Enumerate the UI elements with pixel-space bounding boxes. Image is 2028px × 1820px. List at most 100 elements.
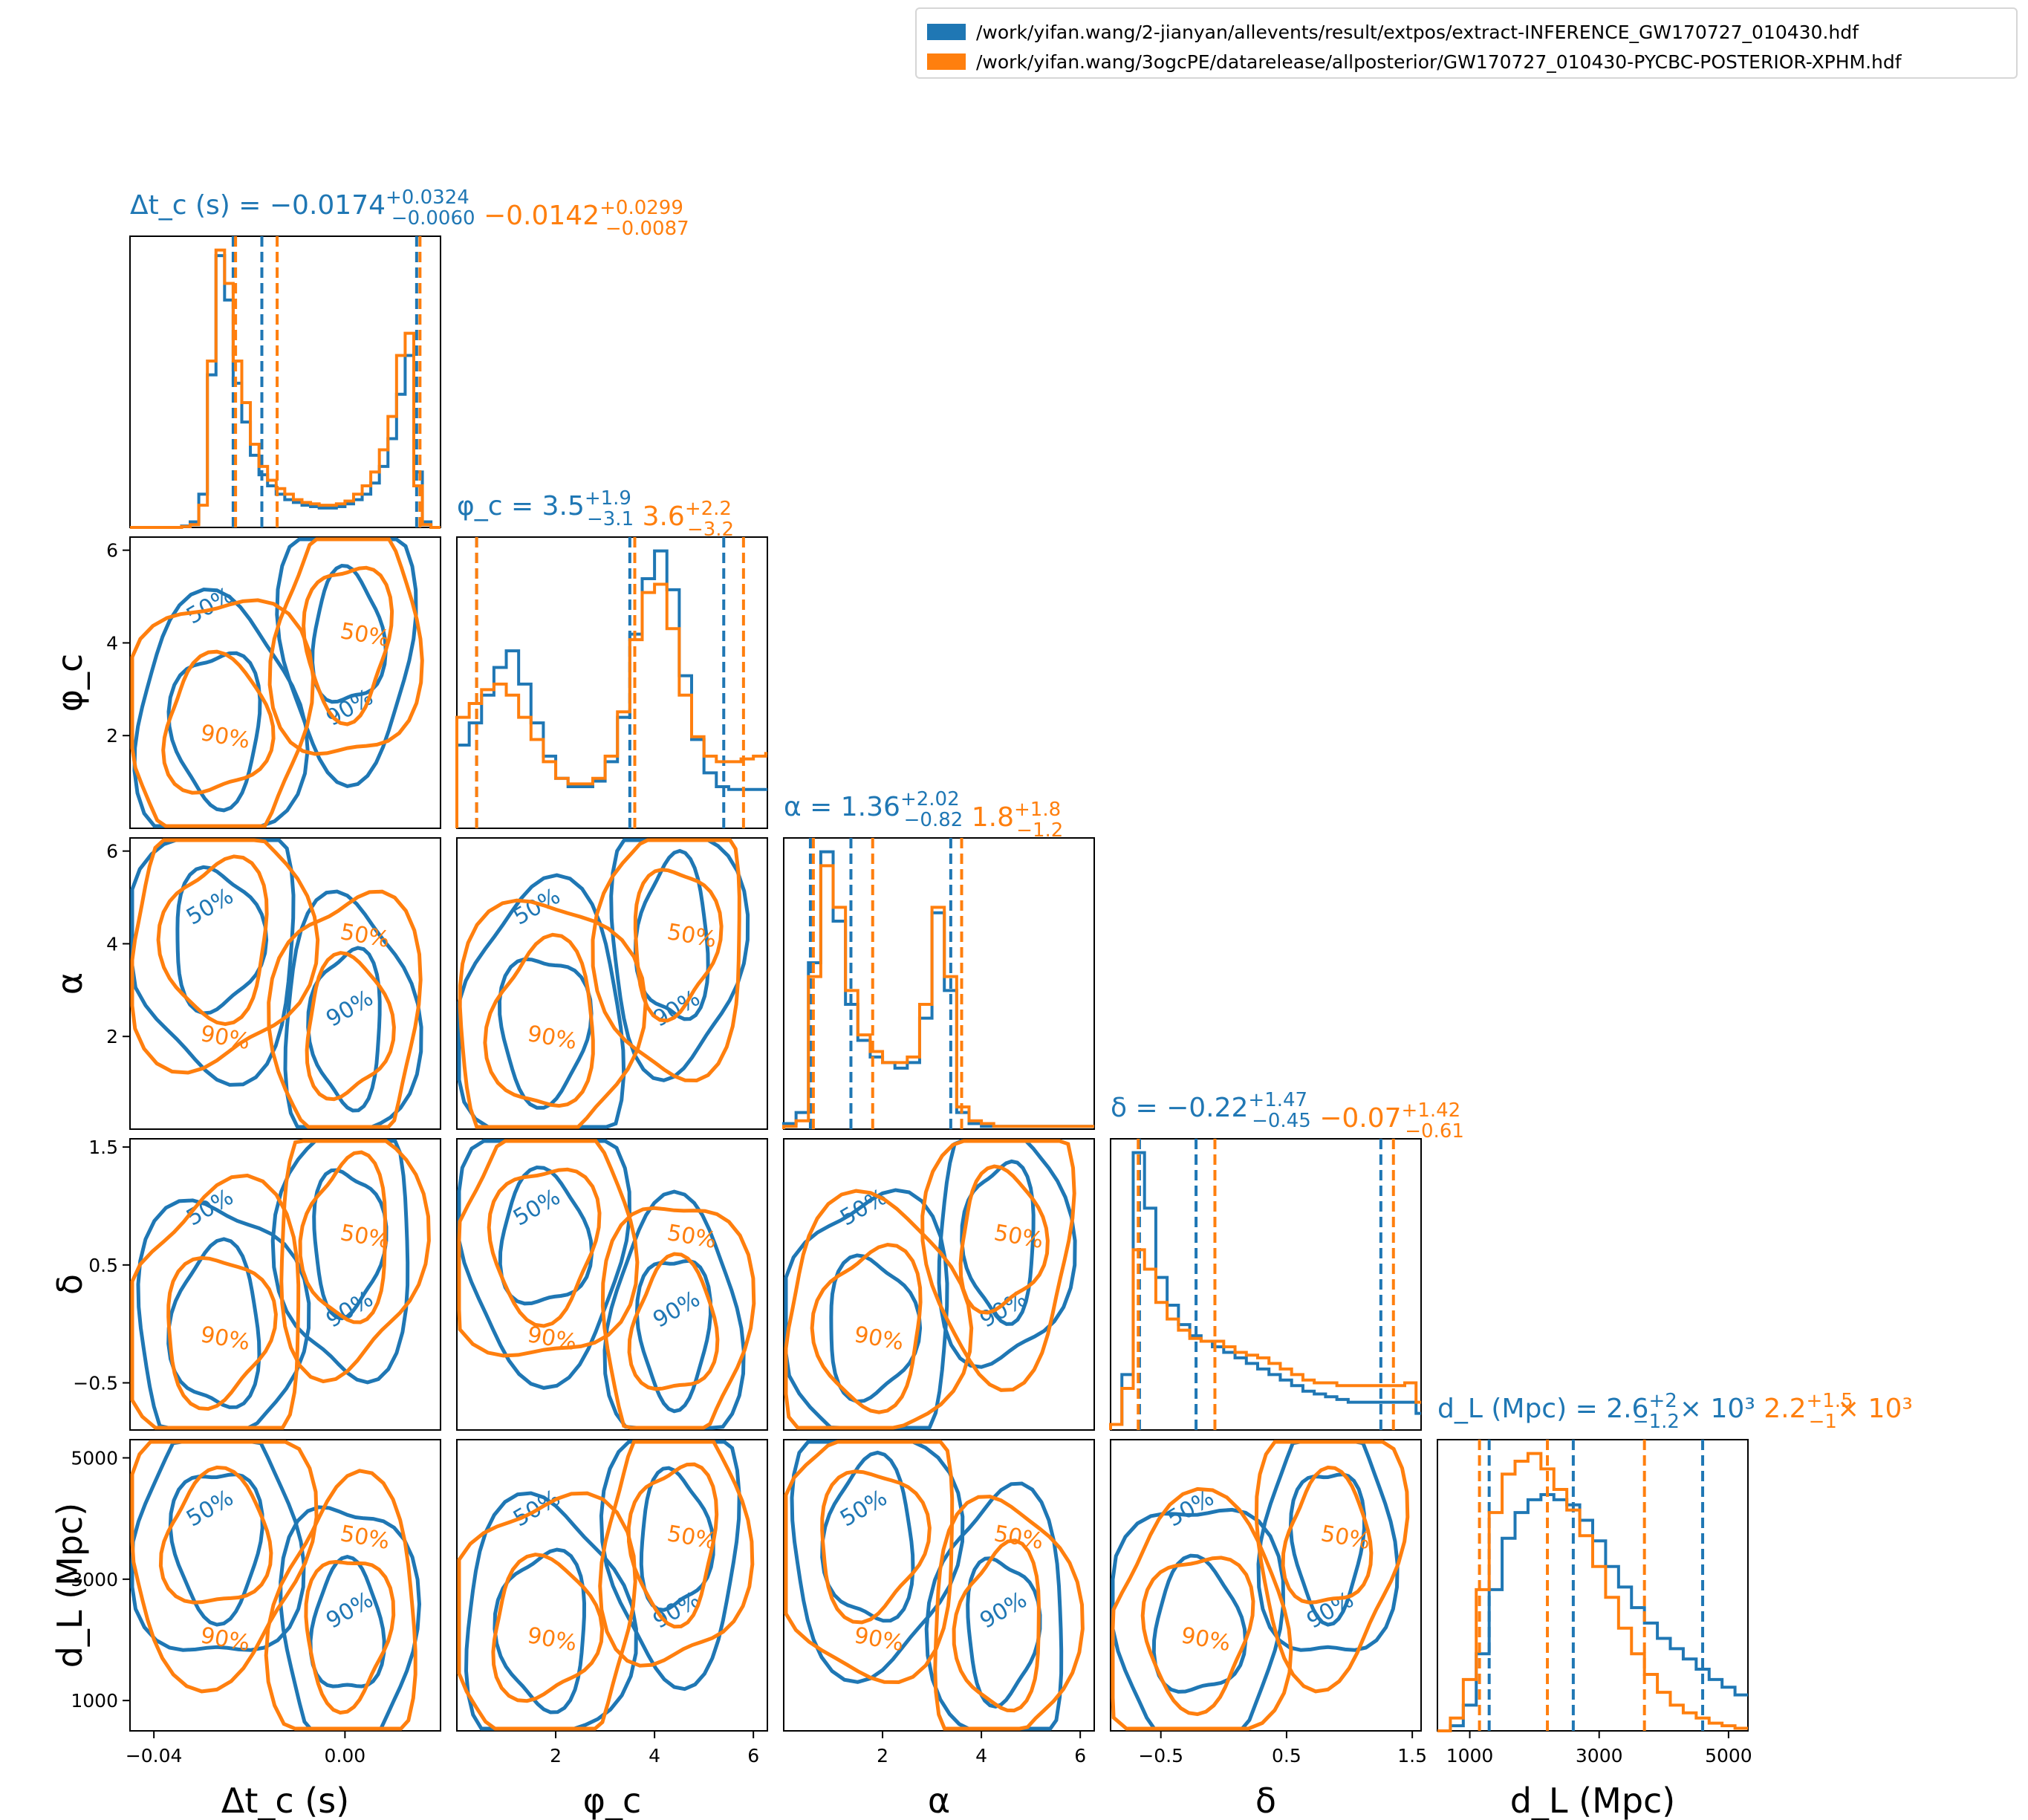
hist-panel-delta: δ = −0.22+1.47 −0.45 −0.07+1.42 −0.61 (1109, 1089, 1464, 1431)
contour-dl-phic-b-90pct-0 (457, 1491, 637, 1731)
contour-dl-phic-b-90pct-1 (598, 1440, 755, 1668)
hist-frame-phic (456, 536, 768, 829)
contour-delta-alpha-a-90pct-1 (937, 1139, 1077, 1369)
legend-swatch-b (927, 53, 966, 70)
ytick-label-alpha-1: 4 (106, 933, 118, 955)
contour-frame-dl-alpha (783, 1439, 1095, 1732)
hist-alpha-series-b (782, 864, 1094, 1129)
hist-panel-dl: d_L (Mpc) = 2.6+2 −1.2× 10³ 2.2+1.5 −1× 10… (1437, 1390, 1913, 1732)
contour-label-phic-dtc-b-0: 50% (338, 618, 391, 652)
contour-alpha-phic-b-50pct-0 (483, 932, 595, 1108)
xtick-label-phic-0: 2 (550, 1745, 562, 1767)
contour-frame-dl-delta (1110, 1439, 1422, 1732)
hist-frame-alpha (783, 837, 1095, 1130)
ytick-label-dl-2: 5000 (71, 1448, 118, 1469)
contour-delta-alpha-b-90pct-1 (920, 1139, 1076, 1392)
ylabel-alpha: α (50, 972, 90, 995)
contour-label-alpha-phic-b-0: 50% (665, 919, 718, 953)
hist-dtc-series-b (130, 248, 441, 529)
ytick-label-dl-1: 3000 (71, 1569, 118, 1590)
xtick-label-dl-0: 1000 (1446, 1745, 1494, 1767)
xtick-label-delta-2: 1.5 (1397, 1745, 1427, 1767)
contour-delta-alpha-b-50pct-0 (810, 1242, 923, 1414)
contour-alpha-phic-b-90pct-0 (458, 898, 648, 1129)
contour-delta-dtc-a-90pct-1 (270, 1139, 410, 1385)
contour-dl-alpha-b-50pct-1 (952, 1538, 1041, 1713)
xlabel-dl: d_L (Mpc) (1510, 1781, 1676, 1820)
contour-panel-dl-alpha: 50%90%50%90% (783, 1439, 1095, 1732)
contour-dl-dtc-b-50pct-0 (158, 1465, 273, 1605)
xlabel-phic: φ_c (583, 1781, 642, 1820)
xtick-label-alpha-2: 6 (1074, 1745, 1086, 1767)
ytick-label-alpha-2: 6 (106, 841, 118, 862)
xtick-label-dl-2: 5000 (1705, 1745, 1752, 1767)
contour-alpha-phic-b-50pct-1 (633, 868, 724, 1023)
contour-frame-alpha-dtc (129, 837, 441, 1130)
xtick-label-dtc-0: −0.04 (126, 1745, 183, 1767)
contour-label-dl-alpha-a-1: 90% (975, 1587, 1031, 1634)
contour-label-dl-delta-b-1: 90% (1179, 1622, 1232, 1657)
contour-frame-phic-dtc (129, 536, 441, 829)
contour-panel-alpha-dtc: 50% 90% 50% 90% (129, 837, 441, 1130)
xtick-label-phic-1: 4 (649, 1745, 660, 1767)
contour-label-alpha-phic-a-0: 50% (509, 883, 565, 931)
diag-title-delta: δ = −0.22+1.47 −0.45 −0.07+1.42 −0.61 (1111, 1089, 1464, 1143)
contour-label-dl-dtc-b-1: 90% (198, 1622, 252, 1657)
contour-phic-dtc-b-50pct-0 (161, 649, 276, 795)
contour-phic-dtc-a-50pct-0 (166, 651, 262, 813)
contour-panel-delta-phic: 50%90%50%90% (456, 1138, 768, 1431)
hist-frame-dl (1437, 1439, 1749, 1732)
contour-panel-dl-dtc: 50%90%50%90% (129, 1439, 441, 1732)
contour-alpha-phic-b-90pct-1 (591, 838, 741, 1083)
contour-label-phic-dtc-b-1: 90% (198, 720, 252, 754)
contour-label-dl-alpha-b-1: 90% (852, 1622, 906, 1657)
contour-dl-delta-b-90pct-1 (1254, 1440, 1410, 1694)
contour-alpha-dtc-a-50pct-0 (175, 865, 269, 1015)
hist-frame-delta (1110, 1138, 1422, 1431)
contour-dl-alpha-b-90pct-1 (933, 1495, 1085, 1731)
ylabel-dl: d_L (Mpc) (50, 1503, 90, 1668)
xlabel-delta: δ (1255, 1781, 1276, 1820)
contour-dl-alpha-b-90pct-0 (784, 1440, 955, 1685)
contour-delta-alpha-a-50pct-0 (829, 1253, 923, 1404)
contour-dl-dtc-a-50pct-1 (308, 1555, 386, 1689)
diag-title-phic: φ_c = 3.5+1.9 −3.1 3.6+2.2 −3.2 (457, 487, 734, 541)
contour-alpha-dtc-b-90pct-0 (130, 838, 320, 1075)
contour-delta-alpha-a-90pct-0 (784, 1188, 949, 1430)
ytick-label-phic-2: 6 (106, 540, 118, 562)
contour-label-dl-dtc-a-1: 90% (322, 1587, 377, 1634)
hist-delta-series-a (1109, 1151, 1421, 1430)
contour-panel-dl-phic: 50%90%50%90% (456, 1439, 768, 1732)
contour-dl-dtc-b-50pct-1 (304, 1559, 396, 1715)
contour-dl-phic-b-50pct-0 (491, 1553, 605, 1703)
contour-delta-dtc-a-50pct-1 (312, 1168, 389, 1321)
xtick-label-dl-1: 3000 (1576, 1745, 1623, 1767)
legend: /work/yifan.wang/2-jianyan/allevents/res… (915, 7, 2018, 79)
hist-delta-series-b (1109, 1248, 1421, 1430)
hist-panel-alpha: α = 1.36+2.02 −0.82 1.8+1.8 −1.2 (782, 788, 1095, 1130)
contour-delta-dtc-b-50pct-1 (298, 1150, 387, 1325)
legend-swatch-a (927, 24, 966, 40)
contour-phic-dtc-a-50pct-1 (311, 563, 388, 704)
contour-frame-dl-dtc (129, 1439, 441, 1732)
contour-frame-delta-phic (456, 1138, 768, 1431)
contour-alpha-dtc-b-50pct-1 (305, 951, 396, 1102)
diag-title-dtc: Δt_c (s) = −0.0174+0.0324 −0.0060 −0.0142… (130, 186, 689, 240)
contour-panel-delta-dtc: 50%90%50%90% (129, 1138, 441, 1431)
contour-alpha-phic-a-90pct-0 (457, 873, 626, 1129)
hist-dtc-series-a (130, 254, 441, 529)
ytick-label-phic-0: 2 (106, 725, 118, 747)
contour-phic-dtc-b-90pct-0 (130, 598, 316, 828)
hist-panel-phic: φ_c = 3.5+1.9 −3.1 3.6+2.2 −3.2 (455, 487, 768, 829)
contour-frame-dl-phic (456, 1439, 768, 1732)
hist-alpha-series-a (782, 850, 1094, 1129)
legend-label-b: /work/yifan.wang/3ogcPE/datarelease/allp… (976, 51, 1902, 73)
ytick-label-alpha-0: 2 (106, 1026, 118, 1047)
xlabel-alpha: α (928, 1781, 950, 1820)
contour-dl-dtc-a-90pct-0 (130, 1440, 306, 1652)
contour-frame-alpha-phic (456, 837, 768, 1130)
contour-label-delta-dtc-b-1: 90% (198, 1322, 252, 1356)
contour-dl-phic-a-50pct-1 (639, 1466, 715, 1612)
legend-label-a: /work/yifan.wang/2-jianyan/allevents/res… (976, 21, 1859, 43)
